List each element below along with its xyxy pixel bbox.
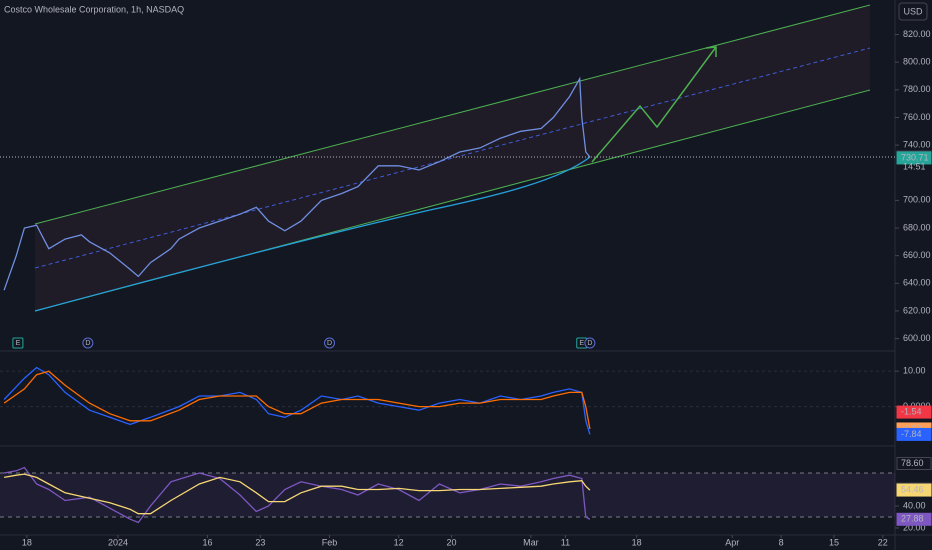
price-label: 78.60 xyxy=(901,458,924,468)
event-label: D xyxy=(587,340,592,347)
y-tick-label: 760.00 xyxy=(903,112,931,122)
price-label: -7.84 xyxy=(901,429,922,439)
x-tick-label: Mar xyxy=(523,537,539,547)
channel-fill xyxy=(35,5,870,311)
y-tick-label: 40.00 xyxy=(903,500,926,510)
price-label-box xyxy=(896,483,932,497)
x-tick-label: 11 xyxy=(561,537,570,547)
event-label: E xyxy=(579,340,584,347)
y-tick-label: 10.00 xyxy=(903,366,926,376)
price-label: 27.88 xyxy=(901,514,924,524)
price-label-box xyxy=(896,405,932,419)
y-tick-label: 800.00 xyxy=(903,57,931,67)
y-tick-label: 700.00 xyxy=(903,195,931,205)
x-tick-label: 23 xyxy=(255,537,265,547)
x-tick-label: 8 xyxy=(779,537,784,547)
countdown: 14:51 xyxy=(903,161,926,171)
y-tick-label: 680.00 xyxy=(903,222,931,232)
event-marker xyxy=(324,337,336,349)
event-label: D xyxy=(327,340,332,347)
rsi-band xyxy=(0,472,895,517)
x-tick-label: 2024 xyxy=(108,537,128,547)
price-label: -1.54 xyxy=(901,406,922,416)
event-label: E xyxy=(16,340,21,347)
series-line xyxy=(3,473,591,515)
x-tick-label: Feb xyxy=(322,537,338,547)
event-marker xyxy=(584,337,596,349)
chart-title: Costco Wholesale Corporation, 1h, NASDAQ xyxy=(4,4,184,14)
moving-average xyxy=(34,156,591,312)
x-tick-label: 16 xyxy=(202,537,212,547)
y-tick-label: 780.00 xyxy=(903,84,931,94)
price-label-box xyxy=(896,427,932,441)
arrow-head xyxy=(705,46,717,57)
price-label-box xyxy=(896,151,932,165)
price-label: 54.46 xyxy=(901,484,924,494)
y-tick-label: 660.00 xyxy=(903,250,931,260)
series-line xyxy=(3,76,591,291)
price-label-box xyxy=(896,457,932,470)
x-tick-label: 20 xyxy=(447,537,457,547)
event-marker xyxy=(12,337,24,349)
y-tick-label: 620.00 xyxy=(903,305,931,315)
channel-mid xyxy=(34,47,871,269)
channel-upper xyxy=(34,4,871,225)
x-tick-label: 18 xyxy=(22,537,32,547)
event-marker xyxy=(82,337,94,349)
x-tick-label: 18 xyxy=(632,537,642,547)
y-tick-label: 820.00 xyxy=(903,29,931,39)
y-tick-label: 740.00 xyxy=(903,139,931,149)
price-label: 730.71 xyxy=(901,152,929,162)
x-tick-label: 15 xyxy=(829,537,839,547)
series-line xyxy=(3,366,591,435)
event-label: D xyxy=(85,340,90,347)
currency-box[interactable] xyxy=(898,2,928,21)
y-tick-label: 640.00 xyxy=(903,278,931,288)
projection-arrow xyxy=(591,46,717,163)
x-tick-label: Apr xyxy=(725,537,739,547)
currency[interactable]: USD xyxy=(903,6,923,16)
series-line xyxy=(3,370,591,430)
y-tick-label: 600.00 xyxy=(903,333,931,343)
y-tick-label: 20.00 xyxy=(903,522,926,532)
price-label-box xyxy=(896,512,932,526)
x-tick-label: 12 xyxy=(394,537,404,547)
x-tick-label: 22 xyxy=(878,537,888,547)
